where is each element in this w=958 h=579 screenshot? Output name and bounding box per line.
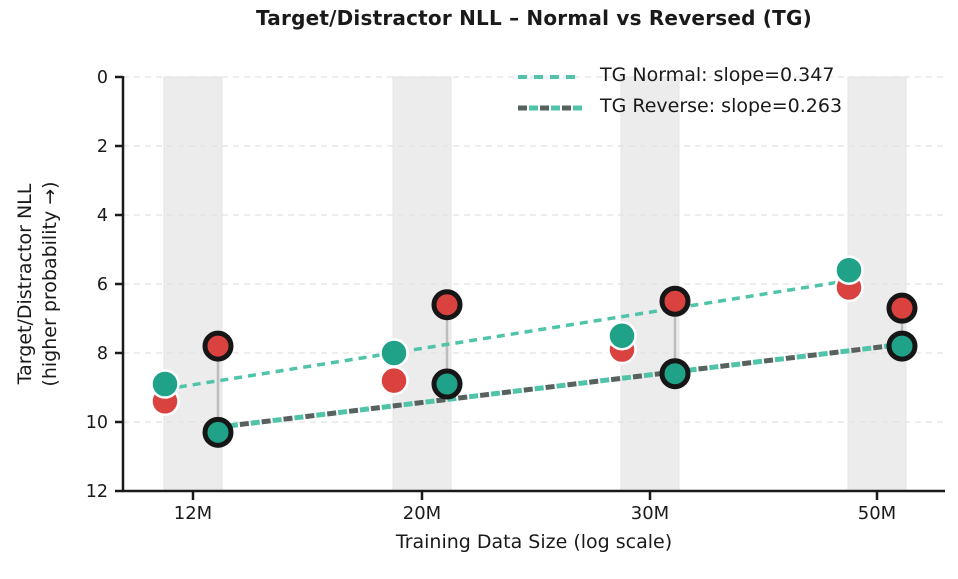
x-tick-label: 20M [403, 503, 441, 524]
y-axis-label-line2: (higher probability →) [39, 181, 61, 387]
x-tick-label: 12M [174, 503, 212, 524]
x-tick-label: 30M [631, 503, 669, 524]
data-point-reverse_distractor [202, 330, 234, 362]
x-axis-label: Training Data Size (log scale) [395, 531, 673, 553]
y-tick-label: 0 [97, 68, 108, 88]
y-axis-label-line1: Target/Distractor NLL [14, 183, 36, 385]
data-point-normal_target [379, 338, 409, 368]
y-tick-label: 10 [86, 413, 108, 433]
y-tick-label: 12 [86, 482, 108, 502]
trend-line-reverse-dark [217, 341, 903, 430]
x-tick-label: 50M [858, 503, 896, 524]
data-point-reverse_target [431, 368, 463, 400]
data-point-normal_target [150, 369, 180, 399]
data-point-reverse_target [886, 330, 918, 362]
chart-title: Target/Distractor NLL – Normal vs Revers… [256, 6, 812, 30]
y-tick-label: 4 [97, 206, 108, 226]
data-point-reverse_target [202, 416, 234, 448]
y-axis-label: Target/Distractor NLL (higher probabilit… [13, 181, 63, 386]
data-point-reverse_distractor [659, 285, 691, 317]
y-tick-label: 6 [97, 275, 108, 295]
data-point-reverse_distractor [886, 292, 918, 324]
data-point-normal_target [834, 255, 864, 285]
y-tick-label: 2 [97, 137, 108, 157]
data-point-normal_distractor [379, 365, 409, 396]
trend-line-normal [164, 278, 850, 391]
legend-entry-normal: TG Normal: slope=0.347 [600, 64, 835, 86]
data-point-normal_target [607, 321, 637, 351]
data-point-reverse_target [659, 358, 691, 390]
legend-entry-reverse: TG Reverse: slope=0.263 [600, 95, 843, 117]
trend-line-reverse-teal [217, 341, 903, 430]
y-tick-label: 8 [97, 344, 108, 364]
data-point-reverse_distractor [431, 289, 463, 321]
